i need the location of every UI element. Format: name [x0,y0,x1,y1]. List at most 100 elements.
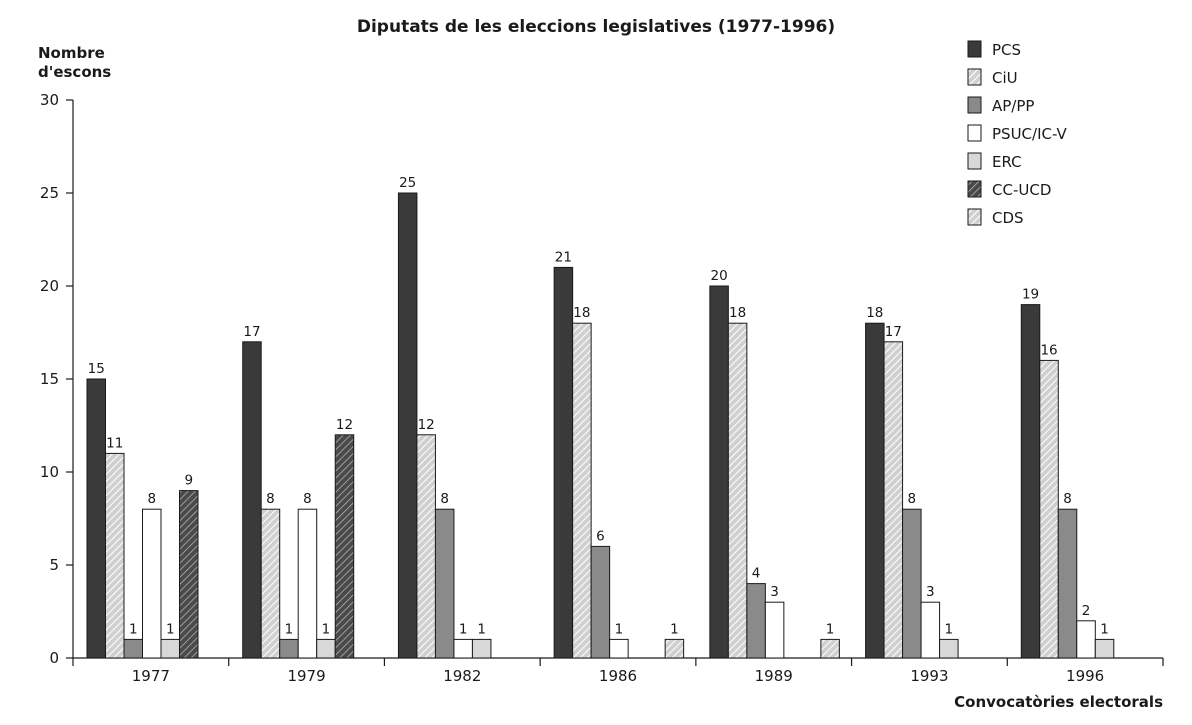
data-label: 6 [596,528,605,544]
data-label: 3 [770,584,779,600]
bar [279,638,299,659]
legend-swatch [967,40,982,58]
data-label: 18 [729,305,746,321]
bar [920,601,941,659]
data-label: 1 [826,621,835,637]
x-tick-label: 1982 [443,667,481,685]
legend-label: CDS [992,209,1024,227]
data-label: 12 [418,417,435,433]
legend-label: ERC [992,153,1022,171]
x-tick-label: 1993 [910,667,948,685]
bar [883,341,904,659]
legend-label: CiU [992,69,1018,87]
bar [902,508,922,659]
y-axis-label-line-1: Nombre [38,44,105,62]
x-tick-label: 1989 [755,667,793,685]
bar [553,266,574,659]
y-tick-label: 5 [49,556,59,574]
legend-swatch [967,68,982,86]
bar [242,341,262,659]
data-label: 8 [303,491,312,507]
bar [160,638,180,659]
legend-label: PSUC/IC-V [992,125,1068,143]
data-label: 1 [477,621,486,637]
data-label: 12 [336,417,353,433]
bar [316,638,336,659]
legend-label: PCS [992,41,1021,59]
bar [86,378,106,659]
bar [939,638,959,659]
y-tick-label: 10 [40,463,59,481]
data-label: 1 [285,621,294,637]
bar [334,434,355,659]
data-label: 21 [555,249,572,265]
x-tick-label: 1977 [132,667,170,685]
data-label: 1 [459,621,468,637]
bar [1094,638,1115,659]
bar [416,434,436,659]
bar [1039,359,1059,659]
bar [764,601,785,659]
legend-swatch [967,96,982,114]
data-label: 18 [866,305,883,321]
data-label: 2 [1082,603,1091,619]
bar [260,508,281,659]
legend-swatch [967,208,982,226]
bar [142,508,162,659]
data-label: 8 [908,491,917,507]
legend-swatch [967,180,982,198]
bar [820,638,840,659]
bar [727,322,748,659]
data-label: 4 [752,566,761,582]
bar [471,638,492,659]
x-tick-label: 1996 [1066,667,1104,685]
bar [590,545,611,659]
data-label: 19 [1022,287,1039,303]
data-label: 3 [926,584,935,600]
bar [1057,508,1078,659]
x-tick-label: 1979 [287,667,325,685]
legend-label: AP/PP [992,97,1034,115]
legend-swatch [967,152,982,170]
y-tick-label: 0 [49,649,59,667]
data-label: 1 [166,621,175,637]
data-label: 17 [885,324,902,340]
data-label: 15 [88,361,105,377]
bar [609,638,629,659]
bar [865,322,885,659]
bar [746,583,766,659]
bar [1020,304,1041,659]
legend-swatch [967,124,982,142]
x-tick-label: 1986 [599,667,637,685]
bar [453,638,473,659]
data-label: 8 [440,491,449,507]
data-label: 8 [1063,491,1072,507]
legend: PCS CiU AP/PP PSUC/IC-V ERC CC-UCD CDS [967,40,1068,227]
data-label: 1 [670,621,679,637]
data-label: 8 [147,491,156,507]
bar [434,508,455,659]
x-axis-label: Convocatòries electorals [954,693,1163,711]
chart-title: Diputats de les eleccions legislatives (… [357,17,835,37]
data-label: 1 [129,621,138,637]
data-label: 9 [184,473,193,489]
bar [123,638,143,659]
data-label: 1 [945,621,954,637]
bar [179,490,199,659]
bar [572,322,592,659]
data-label: 25 [399,175,416,191]
bar [105,452,125,659]
data-label: 1 [615,621,624,637]
bar [709,285,729,659]
data-label: 20 [711,268,728,284]
legend-label: CC-UCD [992,181,1051,199]
y-tick-label: 30 [40,91,59,109]
data-label: 1 [322,621,331,637]
data-label: 11 [106,435,123,451]
y-tick-label: 25 [40,184,59,202]
bar [297,508,318,659]
bar [1076,620,1096,659]
